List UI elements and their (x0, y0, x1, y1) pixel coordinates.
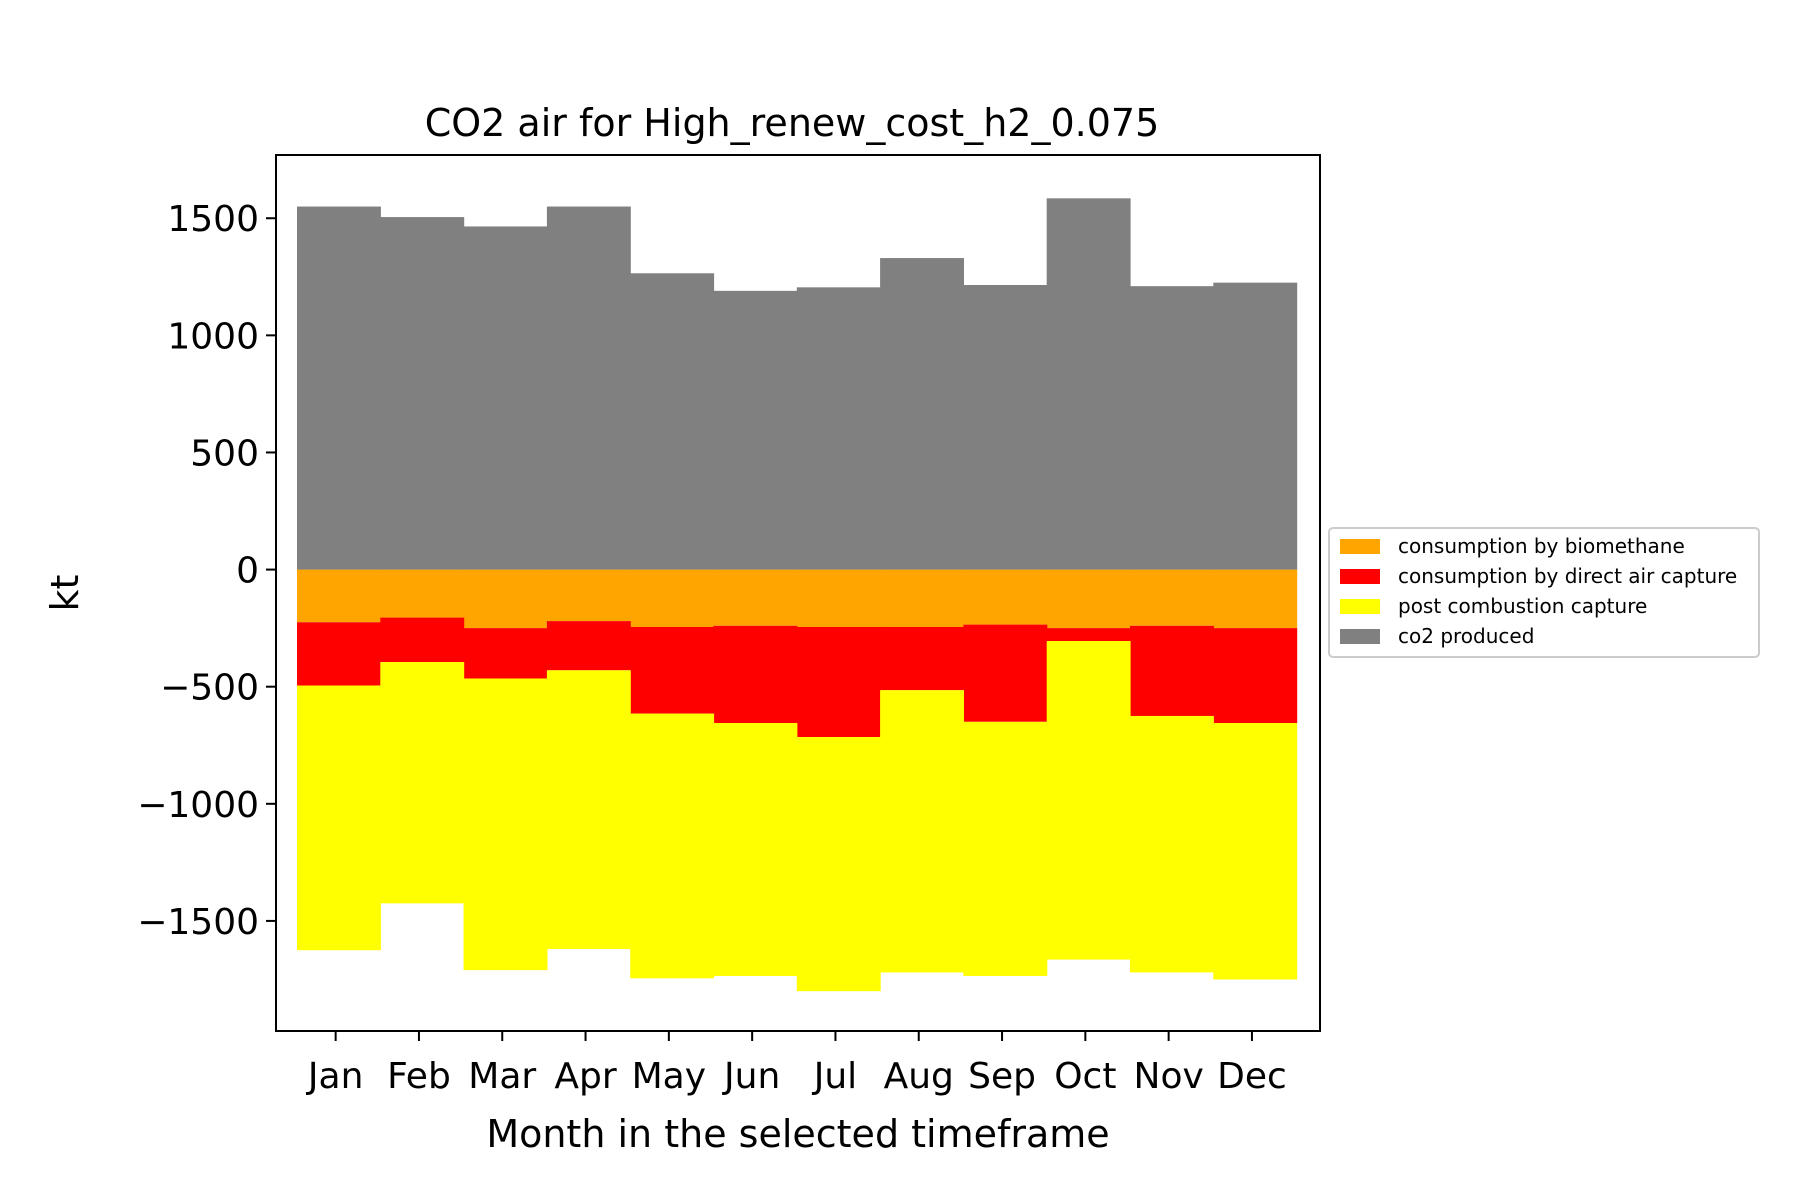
bar-series-2-sep (963, 721, 1048, 976)
bar-series-1-aug (880, 626, 964, 691)
legend-label: consumption by biomethane (1398, 534, 1685, 558)
bar-series-2-oct (1046, 641, 1131, 960)
bar-series-3-aug (880, 258, 964, 570)
bar-series-3-mar (463, 226, 548, 570)
bar-series-1-jun (713, 625, 798, 723)
bar-series-0-jul (796, 569, 881, 627)
legend-label: consumption by direct air capture (1398, 564, 1737, 588)
x-tick-label-oct: Oct (1054, 1056, 1116, 1097)
bar-series-3-sep (963, 284, 1048, 570)
x-tick-label-may: May (632, 1056, 706, 1097)
x-tick-label-jan: Jan (306, 1056, 364, 1097)
legend-swatch (1340, 569, 1380, 584)
bar-series-3-jan (297, 206, 381, 570)
y-axis-title: kt (43, 575, 87, 612)
legend-label: co2 produced (1398, 624, 1534, 648)
bar-series-1-nov (1130, 625, 1214, 716)
x-tick-label-jul: Jul (812, 1056, 857, 1097)
bar-series-0-mar (463, 569, 548, 629)
bar-series-2-dec (1213, 722, 1298, 980)
x-tick-label-feb: Feb (387, 1056, 451, 1097)
x-axis-title: Month in the selected timeframe (486, 1112, 1109, 1156)
bar-series-2-apr (546, 670, 631, 950)
x-tick-label-sep: Sep (968, 1056, 1036, 1097)
x-tick-label-dec: Dec (1217, 1056, 1287, 1097)
legend: consumption by biomethane consumption by … (1328, 527, 1760, 658)
bar-series-2-aug (880, 690, 964, 973)
bar-series-0-feb (380, 569, 465, 618)
x-tick-label-aug: Aug (884, 1056, 954, 1097)
bar-series-0-oct (1046, 569, 1131, 629)
x-tick-label-apr: Apr (554, 1056, 616, 1097)
bar-series-3-jul (796, 287, 881, 570)
bar-series-1-dec (1213, 628, 1298, 723)
legend-label: post combustion capture (1398, 594, 1647, 618)
y-tick-label: −1500 (137, 902, 259, 943)
bar-series-0-may (630, 569, 715, 627)
bar-series-2-jan (297, 685, 381, 951)
bar-series-1-sep (963, 624, 1048, 722)
bar-series-0-jan (297, 569, 381, 623)
bar-series-1-jan (297, 622, 381, 686)
x-axis: Jan Feb Mar Apr May Jun Jul Aug Sep Oct Nov Dec (306, 1031, 1287, 1097)
bar-series-1-oct (1046, 628, 1131, 642)
y-tick-label: 0 (236, 551, 259, 592)
bar-series-3-feb (380, 217, 465, 570)
y-axis: 1500 1000 500 0 −500 −1000 −1500 (137, 199, 276, 943)
bar-series-2-may (630, 713, 715, 979)
x-tick-label-mar: Mar (468, 1056, 536, 1097)
bar-series-0-sep (963, 569, 1048, 625)
y-tick-label: −1000 (137, 785, 259, 826)
bar-series-3-nov (1130, 286, 1214, 570)
bar-series-2-jun (713, 722, 798, 976)
y-tick-label: 500 (190, 433, 259, 474)
bar-series-0-apr (546, 569, 631, 622)
bar-series-0-aug (880, 569, 964, 627)
bar-series-3-dec (1213, 282, 1298, 570)
x-tick-label-nov: Nov (1134, 1056, 1204, 1097)
bar-series-2-mar (463, 678, 548, 971)
plot-area (297, 198, 1298, 992)
bar-series-0-nov (1130, 569, 1214, 626)
chart-title: CO2 air for High_renew_cost_h2_0.075 (425, 101, 1160, 145)
bar-series-2-jul (796, 737, 881, 992)
bar-series-3-may (630, 273, 715, 570)
y-tick-label: 1500 (167, 199, 259, 240)
bar-series-3-apr (546, 206, 631, 570)
legend-swatch (1340, 599, 1380, 614)
y-tick-label: 1000 (167, 316, 259, 357)
bar-series-1-jul (796, 626, 881, 738)
legend-swatch (1340, 539, 1380, 554)
bar-series-2-nov (1130, 715, 1214, 973)
bar-series-0-jun (713, 569, 798, 626)
bar-series-2-feb (380, 662, 465, 904)
bar-series-1-apr (546, 621, 631, 671)
legend-frame (1328, 527, 1760, 658)
bar-series-1-mar (463, 628, 548, 679)
plot-frame (275, 154, 1321, 1032)
bar-series-3-jun (713, 290, 798, 570)
x-tick-label-jun: Jun (722, 1056, 780, 1097)
bar-series-3-oct (1046, 198, 1131, 570)
y-tick-label: −500 (160, 668, 259, 709)
bar-series-1-may (630, 626, 715, 714)
bar-series-1-feb (380, 617, 465, 663)
legend-swatch (1340, 629, 1380, 644)
bar-series-0-dec (1213, 569, 1298, 629)
